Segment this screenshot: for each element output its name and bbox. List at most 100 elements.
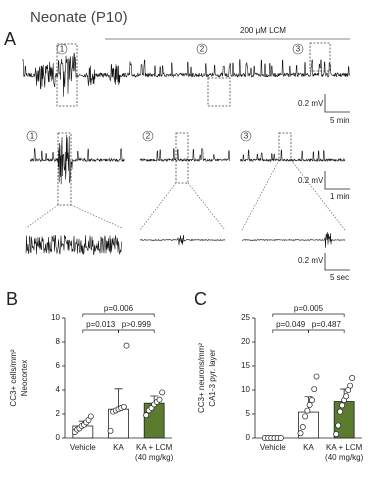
x-tick-sublabel: (40 mg/kg) xyxy=(325,453,364,462)
eeg-trace xyxy=(139,148,230,163)
y-tick-label: 25 xyxy=(241,313,250,322)
y-tick-label: 5 xyxy=(246,409,251,418)
zoom-box xyxy=(309,42,331,72)
data-point xyxy=(302,413,309,420)
epoch-label: 1 xyxy=(30,132,35,141)
epoch-circle xyxy=(142,130,154,142)
x-tick-label: KA + LCM xyxy=(326,443,363,452)
data-point xyxy=(306,401,313,408)
eeg-trace xyxy=(25,234,123,255)
panel-title: Neonate (P10) xyxy=(30,9,128,26)
x-tick-label: KA + LCM xyxy=(136,443,173,452)
y-axis-label: CA1-3 pyr. layer xyxy=(208,349,217,407)
panel-label: C xyxy=(194,289,207,309)
scale-bar xyxy=(324,253,350,271)
x-tick-label: KA xyxy=(303,443,314,452)
data-point xyxy=(299,424,306,430)
data-point xyxy=(313,373,320,380)
zoom-box xyxy=(175,132,189,184)
data-point xyxy=(337,408,344,415)
epoch-label: 1 xyxy=(60,45,65,54)
x-tick-label: Vehicle xyxy=(260,443,286,452)
epoch-circle xyxy=(292,43,304,55)
scale-bar xyxy=(324,171,350,190)
y-tick-label: 20 xyxy=(241,337,250,346)
significance-bracket xyxy=(82,329,119,333)
y-tick-label: 10 xyxy=(241,385,250,394)
scale-bar xyxy=(324,94,350,113)
panel-a: A Neonate (P10) 200 μM LCM 1 2 3 0.2 mV … xyxy=(4,9,350,282)
p-value: p=0.006 xyxy=(104,304,134,313)
eeg-trace xyxy=(139,234,226,246)
eeg-trace xyxy=(29,134,126,185)
scale-time: 1 min xyxy=(330,192,350,201)
x-tick-sublabel: (40 mg/kg) xyxy=(135,453,174,462)
zoom-box xyxy=(57,132,72,206)
epoch-circle xyxy=(26,130,38,142)
y-tick-label: 10 xyxy=(51,313,60,322)
data-point xyxy=(107,427,114,434)
data-point xyxy=(120,403,127,410)
p-value: p>0.999 xyxy=(122,320,152,329)
data-point xyxy=(339,402,346,409)
epoch-label: 2 xyxy=(146,132,151,141)
significance-bracket xyxy=(82,313,155,317)
data-point xyxy=(156,396,163,403)
data-point xyxy=(335,422,342,429)
y-tick-label: 0 xyxy=(56,433,61,442)
y-tick-label: 4 xyxy=(56,385,61,394)
eeg-trace xyxy=(239,149,346,163)
zoom-box xyxy=(278,132,292,161)
data-point xyxy=(297,430,304,437)
x-tick-label: KA xyxy=(113,443,124,452)
p-value: p=0.005 xyxy=(294,304,324,313)
data-point xyxy=(343,393,350,400)
eeg-trace xyxy=(22,52,351,97)
y-axis-label: Neocortex xyxy=(20,360,29,396)
epoch-circle xyxy=(240,130,252,142)
y-tick-label: 15 xyxy=(241,361,250,370)
eeg-traces xyxy=(22,52,351,255)
epoch-circle xyxy=(196,43,208,55)
zoom-line xyxy=(139,182,177,231)
data-point xyxy=(311,386,318,392)
scale-time: 5 sec xyxy=(330,273,349,282)
significance-bracket xyxy=(118,329,155,333)
scale-time: 5 min xyxy=(330,116,350,125)
data-point xyxy=(347,382,354,389)
zoom-line xyxy=(70,204,123,229)
data-point xyxy=(349,375,356,381)
y-axis-label: CC3+ cells/mm² xyxy=(9,349,18,406)
y-tick-label: 0 xyxy=(246,433,251,442)
data-point xyxy=(308,397,315,404)
data-point xyxy=(143,412,150,419)
zoom-line xyxy=(241,159,280,231)
significance-bracket xyxy=(272,313,345,317)
zoom-box xyxy=(207,77,231,107)
significance-bracket xyxy=(272,329,309,333)
scale-amplitude: 0.2 mV xyxy=(298,176,324,185)
panel-label: B xyxy=(6,289,18,309)
p-value: p=0.487 xyxy=(312,320,342,329)
data-point xyxy=(123,342,130,349)
data-point xyxy=(277,435,284,441)
epoch-label: 2 xyxy=(200,45,205,54)
scale-amplitude: 0.2 mV xyxy=(298,99,324,108)
y-axis-label: CC3+ neurons/mm² xyxy=(197,343,206,413)
epoch-label: 3 xyxy=(244,132,249,141)
zoom-line xyxy=(25,204,59,229)
data-point xyxy=(304,407,311,414)
panel-label: A xyxy=(4,29,16,49)
data-point xyxy=(333,431,340,438)
x-tick-label: Vehicle xyxy=(70,443,96,452)
y-tick-label: 6 xyxy=(56,361,61,370)
p-value: p=0.013 xyxy=(86,320,116,329)
eeg-trace xyxy=(242,232,346,248)
zoom-line xyxy=(187,182,226,231)
data-point xyxy=(87,413,94,420)
epoch-label: 3 xyxy=(296,45,301,54)
data-point xyxy=(159,389,166,396)
treatment-label: 200 μM LCM xyxy=(240,26,286,35)
